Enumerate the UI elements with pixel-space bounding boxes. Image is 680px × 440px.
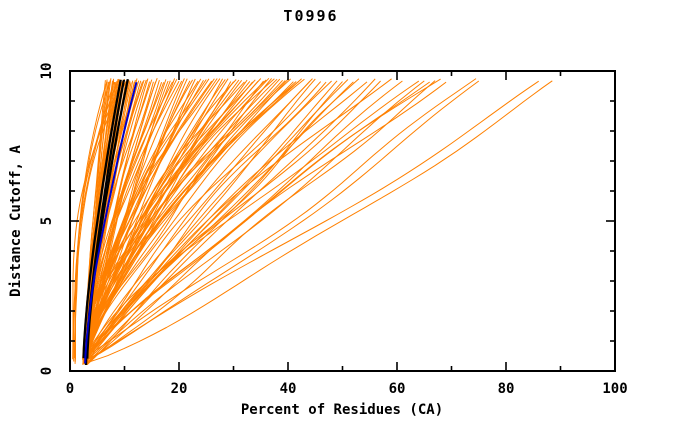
predictions-curve: [83, 80, 420, 362]
x-tick-label: 80: [498, 381, 515, 397]
predictions-curve: [86, 80, 311, 361]
curves-layer: [72, 77, 553, 366]
predictions-curve: [85, 80, 436, 364]
predictions-curve: [86, 80, 381, 362]
predictions-curve: [83, 78, 218, 362]
axes-layer: 0 20 40 60 80 100 0 5 10: [39, 63, 628, 397]
x-tick-label: 100: [602, 381, 627, 397]
predictions-curve: [83, 78, 477, 359]
predictions-curve: [86, 80, 425, 364]
predictions-curve: [85, 80, 332, 361]
predictions-curve: [83, 78, 281, 359]
reference-model-curve: [84, 82, 138, 364]
x-tick-label: 60: [389, 381, 406, 397]
predictions-curve: [82, 78, 360, 362]
y-tick-label: 5: [39, 217, 55, 225]
predictions-curve: [83, 81, 300, 362]
x-tick-label: 20: [171, 381, 188, 397]
predictions-curve: [86, 78, 305, 365]
predictions-curve: [84, 79, 207, 359]
best-models-curve: [82, 79, 122, 359]
predictions-curve: [84, 80, 539, 362]
predictions-curve: [87, 80, 553, 364]
predictions-curve: [83, 81, 251, 362]
chart-title: T0996: [283, 7, 338, 25]
predictions-curve: [85, 78, 302, 358]
x-axis-label: Percent of Residues (CA): [241, 402, 443, 418]
x-tick-label: 40: [280, 381, 297, 397]
y-axis-label: Distance Cutoff, A: [8, 145, 24, 297]
y-tick-label: 10: [39, 63, 55, 80]
x-tick-label: 0: [66, 381, 74, 397]
ticks-layer: [69, 70, 616, 372]
predictions-steep-curve: [74, 80, 128, 362]
predictions-curve: [84, 78, 392, 359]
y-tick-label: 0: [39, 367, 55, 375]
predictions-steep-curve: [72, 80, 124, 360]
predictions-curve: [83, 77, 270, 361]
predictions-curve: [83, 78, 262, 360]
predictions-curve: [86, 78, 313, 362]
predictions-curve: [83, 81, 327, 360]
predictions-curve: [84, 79, 267, 362]
predictions-curve: [86, 81, 447, 365]
